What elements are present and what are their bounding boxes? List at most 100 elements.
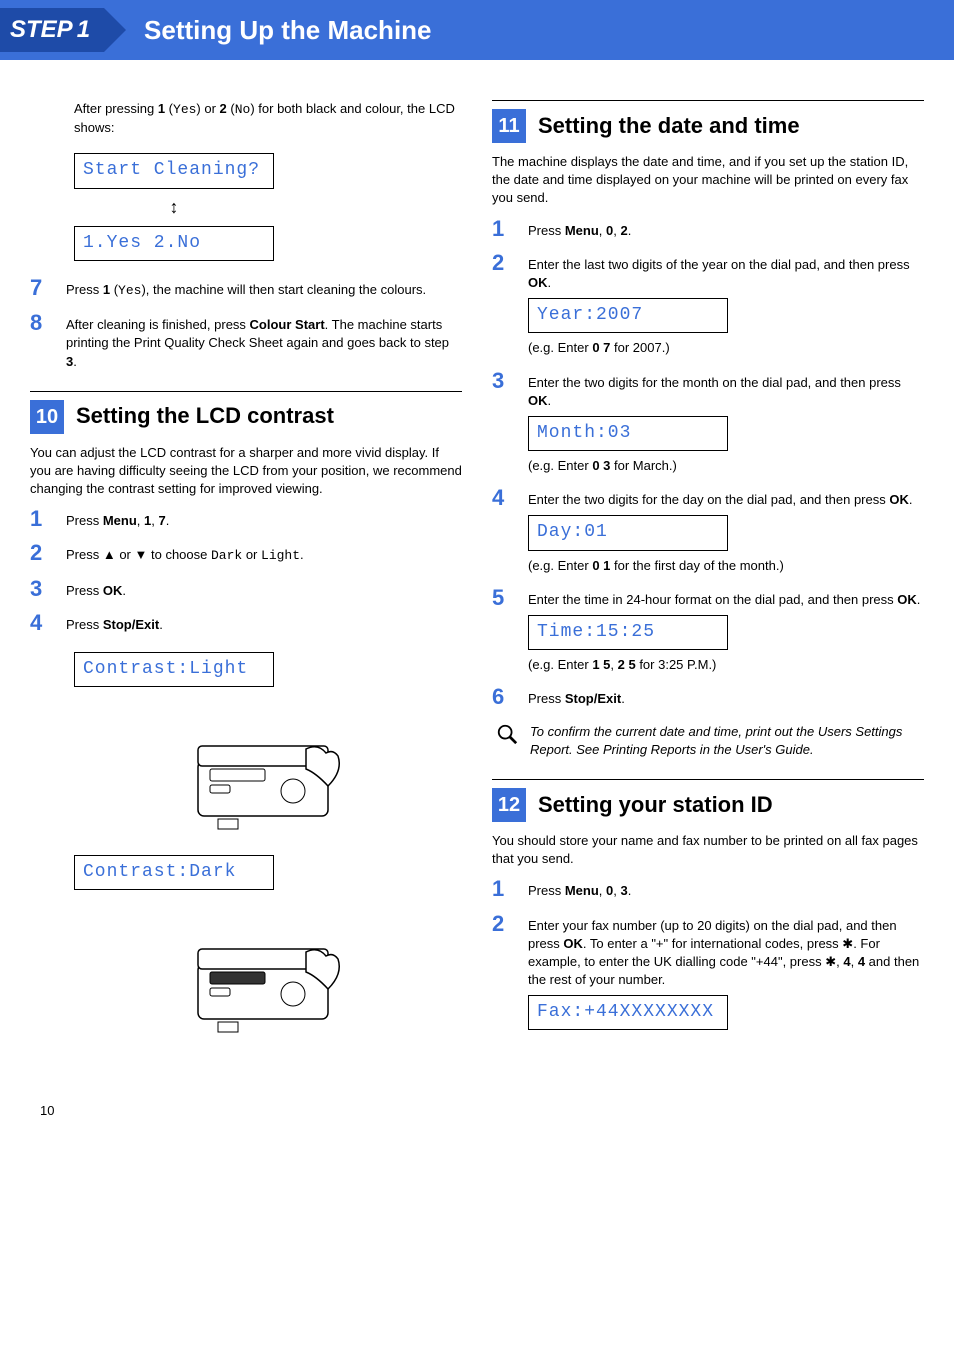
section-title: Setting your station ID	[538, 790, 773, 821]
text: .	[73, 354, 77, 369]
text: ,	[613, 883, 620, 898]
step-number: 2	[492, 913, 528, 935]
left-column: After pressing 1 (Yes) or 2 (No) for bot…	[30, 100, 462, 1052]
text: OK	[528, 393, 548, 408]
text: (e.g. Enter	[528, 340, 592, 355]
text: Yes	[173, 102, 196, 117]
section-11-body: The machine displays the date and time, …	[492, 153, 924, 208]
text: OK	[563, 936, 583, 951]
lcd-display: Fax:+44XXXXXXXX	[528, 995, 728, 1030]
step-text: Press Stop/Exit.	[528, 686, 924, 708]
text: .	[300, 547, 304, 562]
step-7: 7 Press 1 (Yes), the machine will then s…	[30, 277, 462, 300]
lcd-display: Contrast:Light	[74, 652, 274, 687]
text: .	[159, 617, 163, 632]
text: 0 3	[592, 458, 610, 473]
text: 2	[621, 223, 628, 238]
text: Press	[66, 547, 103, 562]
text: ,	[151, 513, 158, 528]
text: . To enter a "+" for international codes…	[583, 936, 842, 951]
s11-step5: 5 Enter the time in 24-hour format on th…	[492, 587, 924, 675]
lcd-display: Time:15:25	[528, 615, 728, 650]
step-text: Press Menu, 1, 7.	[66, 508, 462, 530]
text: Colour Start	[250, 317, 325, 332]
down-arrow-icon: ▼	[135, 547, 148, 562]
step-number: 6	[492, 686, 528, 708]
text: 2	[220, 101, 227, 116]
text: Enter the last two digits of the year on…	[528, 257, 910, 272]
step-text: Press OK.	[66, 578, 462, 600]
step-text: Press Menu, 0, 3.	[528, 878, 924, 900]
step-text: Enter your fax number (up to 20 digits) …	[528, 913, 924, 1037]
page-header: STEP 1 Setting Up the Machine	[0, 0, 954, 60]
text: ) or	[196, 101, 219, 116]
note: To confirm the current date and time, pr…	[492, 723, 924, 759]
up-arrow-icon: ▲	[103, 547, 116, 562]
step-text: Press ▲ or ▼ to choose Dark or Light.	[66, 542, 462, 565]
text: After pressing	[74, 101, 158, 116]
s10-step2: 2 Press ▲ or ▼ to choose Dark or Light.	[30, 542, 462, 565]
step-label: STEP	[10, 13, 73, 47]
s11-step1: 1 Press Menu, 0, 2.	[492, 218, 924, 240]
text: (e.g. Enter	[528, 558, 592, 573]
step-number: 4	[30, 612, 66, 634]
s11-step4: 4 Enter the two digits for the day on th…	[492, 487, 924, 575]
step-badge: STEP 1	[0, 8, 104, 52]
section-11-head: 11 Setting the date and time	[492, 100, 924, 143]
updown-arrow-icon: ↕	[74, 195, 274, 220]
text: Stop/Exit	[565, 691, 621, 706]
right-column: 11 Setting the date and time The machine…	[492, 100, 924, 1052]
text: Yes	[118, 283, 141, 298]
section-title: Setting the date and time	[538, 111, 800, 142]
step-text: Press 1 (Yes), the machine will then sta…	[66, 277, 462, 300]
text: or	[116, 547, 135, 562]
text: (e.g. Enter	[528, 657, 592, 672]
text: OK	[528, 275, 548, 290]
text: Press	[528, 691, 565, 706]
s12-step1: 1 Press Menu, 0, 3.	[492, 878, 924, 900]
text: Press	[528, 223, 565, 238]
page-number: 10	[0, 1072, 954, 1140]
text: .	[909, 492, 913, 507]
section-10-body: You can adjust the LCD contrast for a sh…	[30, 444, 462, 499]
text: (	[227, 101, 235, 116]
step-number: 3	[30, 578, 66, 600]
lcd-display: Month:03	[528, 416, 728, 451]
text: 4	[858, 954, 865, 969]
text: for the first day of the month.)	[610, 558, 783, 573]
text: Press	[66, 282, 103, 297]
text: .	[548, 393, 552, 408]
text: After cleaning is finished, press	[66, 317, 250, 332]
step-number: 8	[30, 312, 66, 334]
s11-step2: 2 Enter the last two digits of the year …	[492, 252, 924, 358]
text: Dark	[211, 548, 242, 563]
section-title: Setting the LCD contrast	[76, 401, 334, 432]
text: (e.g. Enter	[528, 458, 592, 473]
s10-step4: 4 Press Stop/Exit.	[30, 612, 462, 634]
intro-text: After pressing 1 (Yes) or 2 (No) for bot…	[74, 100, 462, 137]
s11-step3: 3 Enter the two digits for the month on …	[492, 370, 924, 476]
star-icon: ✱	[825, 954, 836, 969]
step-text: Enter the last two digits of the year on…	[528, 252, 924, 358]
text: 0 7	[592, 340, 610, 355]
text: to choose	[147, 547, 211, 562]
text: Enter the two digits for the day on the …	[528, 492, 889, 507]
text: Press	[66, 513, 103, 528]
s10-step3: 3 Press OK.	[30, 578, 462, 600]
text: 1 5	[592, 657, 610, 672]
text: 0 1	[592, 558, 610, 573]
text: Press	[66, 583, 103, 598]
lcd-display: Contrast:Dark	[74, 855, 274, 890]
step-number: 1	[492, 218, 528, 240]
s12-step2: 2 Enter your fax number (up to 20 digits…	[492, 913, 924, 1037]
text: Enter the time in 24-hour format on the …	[528, 592, 897, 607]
lcd-display: Day:01	[528, 515, 728, 550]
text: ), the machine will then start cleaning …	[141, 282, 426, 297]
text: .	[628, 883, 632, 898]
text: ,	[599, 223, 606, 238]
text: Enter the two digits for the month on th…	[528, 375, 901, 390]
text: 1	[103, 282, 110, 297]
text: Menu	[565, 223, 599, 238]
text: .	[122, 583, 126, 598]
text: .	[621, 691, 625, 706]
